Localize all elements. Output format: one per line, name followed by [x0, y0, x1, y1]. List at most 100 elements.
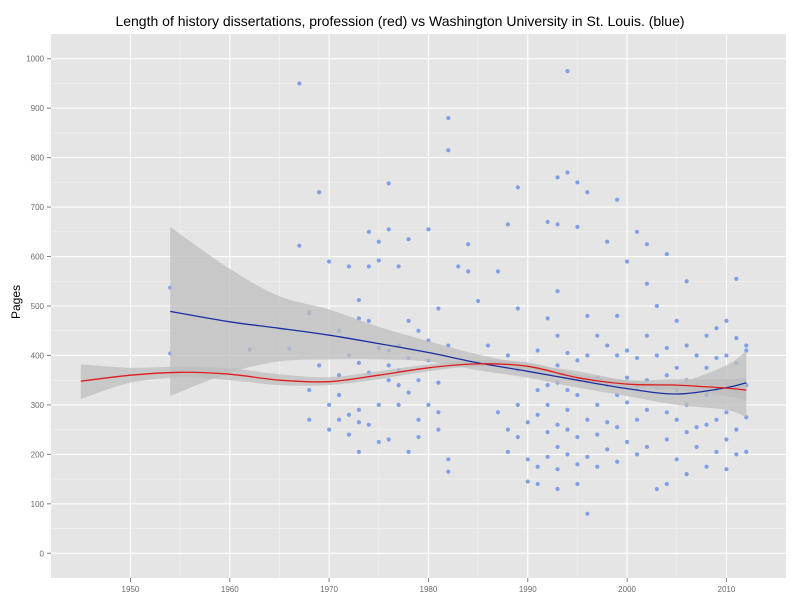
data-point: [565, 170, 570, 175]
data-point: [694, 444, 699, 450]
data-point: [734, 276, 739, 281]
data-point: [515, 185, 520, 190]
data-point: [585, 417, 590, 422]
data-point: [555, 444, 560, 450]
data-point: [565, 350, 570, 356]
data-point: [634, 417, 640, 422]
data-point: [416, 417, 421, 422]
data-point: [585, 190, 590, 195]
y-tick-label: 1000: [26, 55, 44, 64]
data-point: [575, 180, 580, 185]
data-point: [585, 454, 590, 459]
data-point: [327, 402, 332, 408]
smooth-line: [170, 310, 747, 395]
data-point: [475, 298, 481, 304]
data-point: [515, 434, 520, 440]
data-point: [654, 303, 659, 309]
data-point: [535, 481, 540, 487]
data-point: [724, 353, 729, 358]
data-point: [634, 452, 640, 457]
data-point: [555, 467, 560, 472]
x-tick-label: 1950: [122, 585, 140, 594]
data-point: [495, 269, 501, 274]
data-point: [585, 353, 590, 358]
data-point: [406, 449, 411, 454]
data-point: [416, 328, 421, 333]
data-point: [575, 481, 580, 487]
data-point: [664, 481, 669, 487]
data-point: [684, 343, 689, 348]
data-point: [744, 343, 749, 348]
x-tick-label: 2010: [718, 585, 736, 594]
y-tick-label: 400: [31, 351, 45, 360]
data-point: [466, 242, 471, 247]
data-point: [446, 457, 451, 462]
data-point: [575, 392, 580, 398]
data-point: [336, 392, 342, 398]
data-point: [416, 378, 421, 383]
data-point: [724, 410, 729, 415]
chart-title: Length of history dissertations, profess…: [115, 13, 685, 29]
data-point: [605, 447, 610, 452]
data-point: [317, 190, 322, 195]
data-point: [555, 175, 560, 180]
x-tick-label: 1960: [221, 585, 239, 594]
data-point: [505, 353, 510, 358]
data-point: [565, 452, 570, 457]
data-point: [644, 281, 650, 286]
data-point: [386, 437, 391, 442]
data-point: [535, 412, 540, 417]
data-point: [615, 197, 620, 202]
data-point: [654, 486, 659, 492]
data-point: [446, 115, 451, 121]
data-point: [555, 222, 560, 227]
data-point: [714, 449, 719, 454]
data-point: [714, 355, 719, 361]
data-point: [575, 462, 580, 467]
data-point: [336, 417, 342, 422]
data-point: [356, 360, 362, 365]
data-point: [327, 259, 332, 264]
data-point: [346, 264, 352, 269]
data-point: [734, 427, 739, 432]
data-point: [605, 343, 610, 348]
data-point: [356, 297, 362, 303]
data-point: [436, 427, 441, 432]
data-point: [724, 467, 729, 472]
data-point: [714, 417, 719, 422]
data-point: [565, 387, 570, 393]
data-point: [694, 425, 699, 430]
data-point: [525, 457, 530, 462]
data-point: [575, 224, 580, 229]
data-point: [515, 306, 520, 311]
data-point: [545, 430, 550, 435]
y-tick-label: 700: [31, 203, 45, 212]
data-point: [297, 81, 302, 86]
data-point: [734, 336, 739, 341]
data-point: [446, 148, 451, 153]
data-point: [615, 313, 620, 318]
data-point: [297, 243, 302, 248]
data-point: [386, 181, 391, 186]
data-point: [545, 454, 550, 459]
data-point: [485, 343, 491, 348]
x-tick-label: 1970: [320, 585, 338, 594]
data-point: [624, 259, 630, 264]
data-point: [664, 345, 669, 351]
data-point: [664, 251, 669, 257]
data-point: [505, 449, 510, 454]
data-point: [615, 425, 620, 430]
data-point: [356, 407, 362, 412]
data-point: [734, 452, 739, 457]
data-point: [634, 355, 640, 361]
data-point: [545, 383, 550, 388]
data-point: [595, 333, 600, 338]
data-point: [366, 422, 371, 427]
y-tick-label: 600: [31, 253, 45, 262]
data-point: [555, 363, 560, 368]
data-point: [615, 353, 620, 358]
data-point: [555, 422, 560, 427]
x-tick-label: 1990: [519, 585, 537, 594]
